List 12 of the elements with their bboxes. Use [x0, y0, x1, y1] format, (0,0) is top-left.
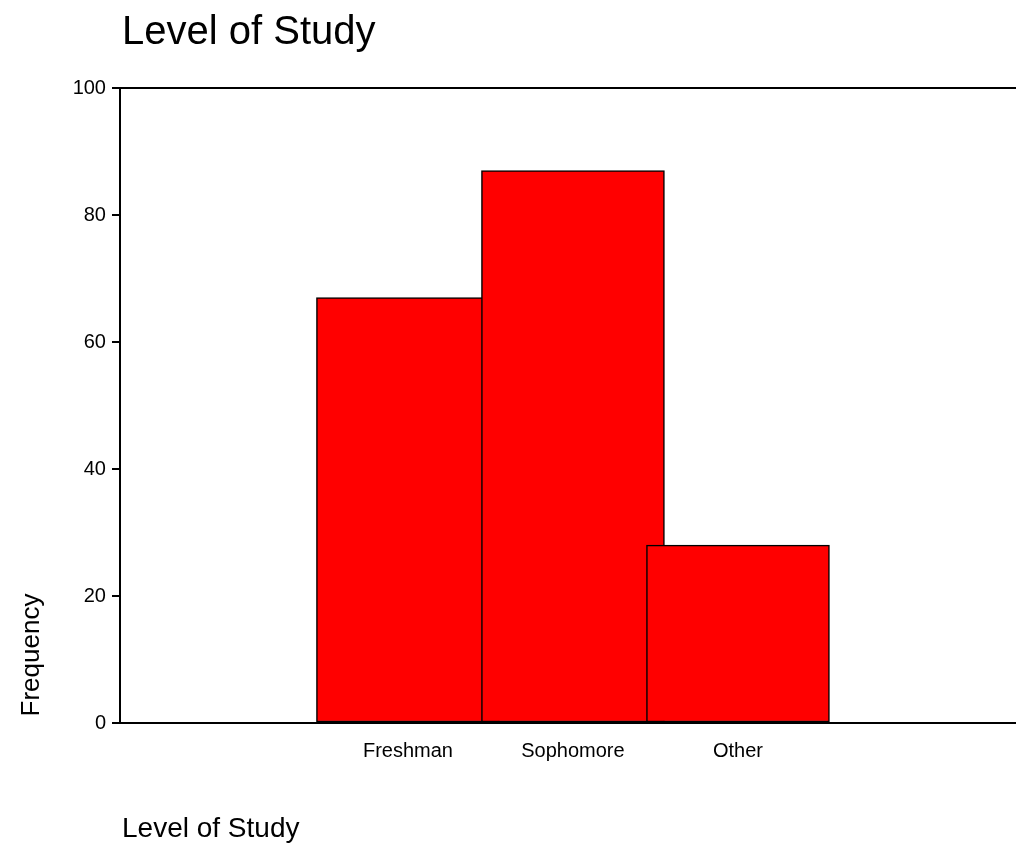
chart-title: Level of Study [122, 8, 376, 53]
y-tick-label: 80 [83, 202, 106, 225]
x-axis-title: Level of Study [122, 812, 300, 844]
x-tick-label: Freshman [362, 738, 453, 761]
y-tick-label: 60 [83, 329, 106, 352]
x-tick-label: Other [712, 738, 764, 761]
y-tick-label: 0 [94, 710, 106, 733]
y-tick-label: 40 [83, 456, 106, 479]
x-tick-label: Sophomore [521, 738, 625, 761]
y-axis-title: Frequency [14, 593, 46, 717]
y-tick-label: 100 [72, 75, 106, 98]
y-tick-label: 20 [83, 583, 106, 606]
